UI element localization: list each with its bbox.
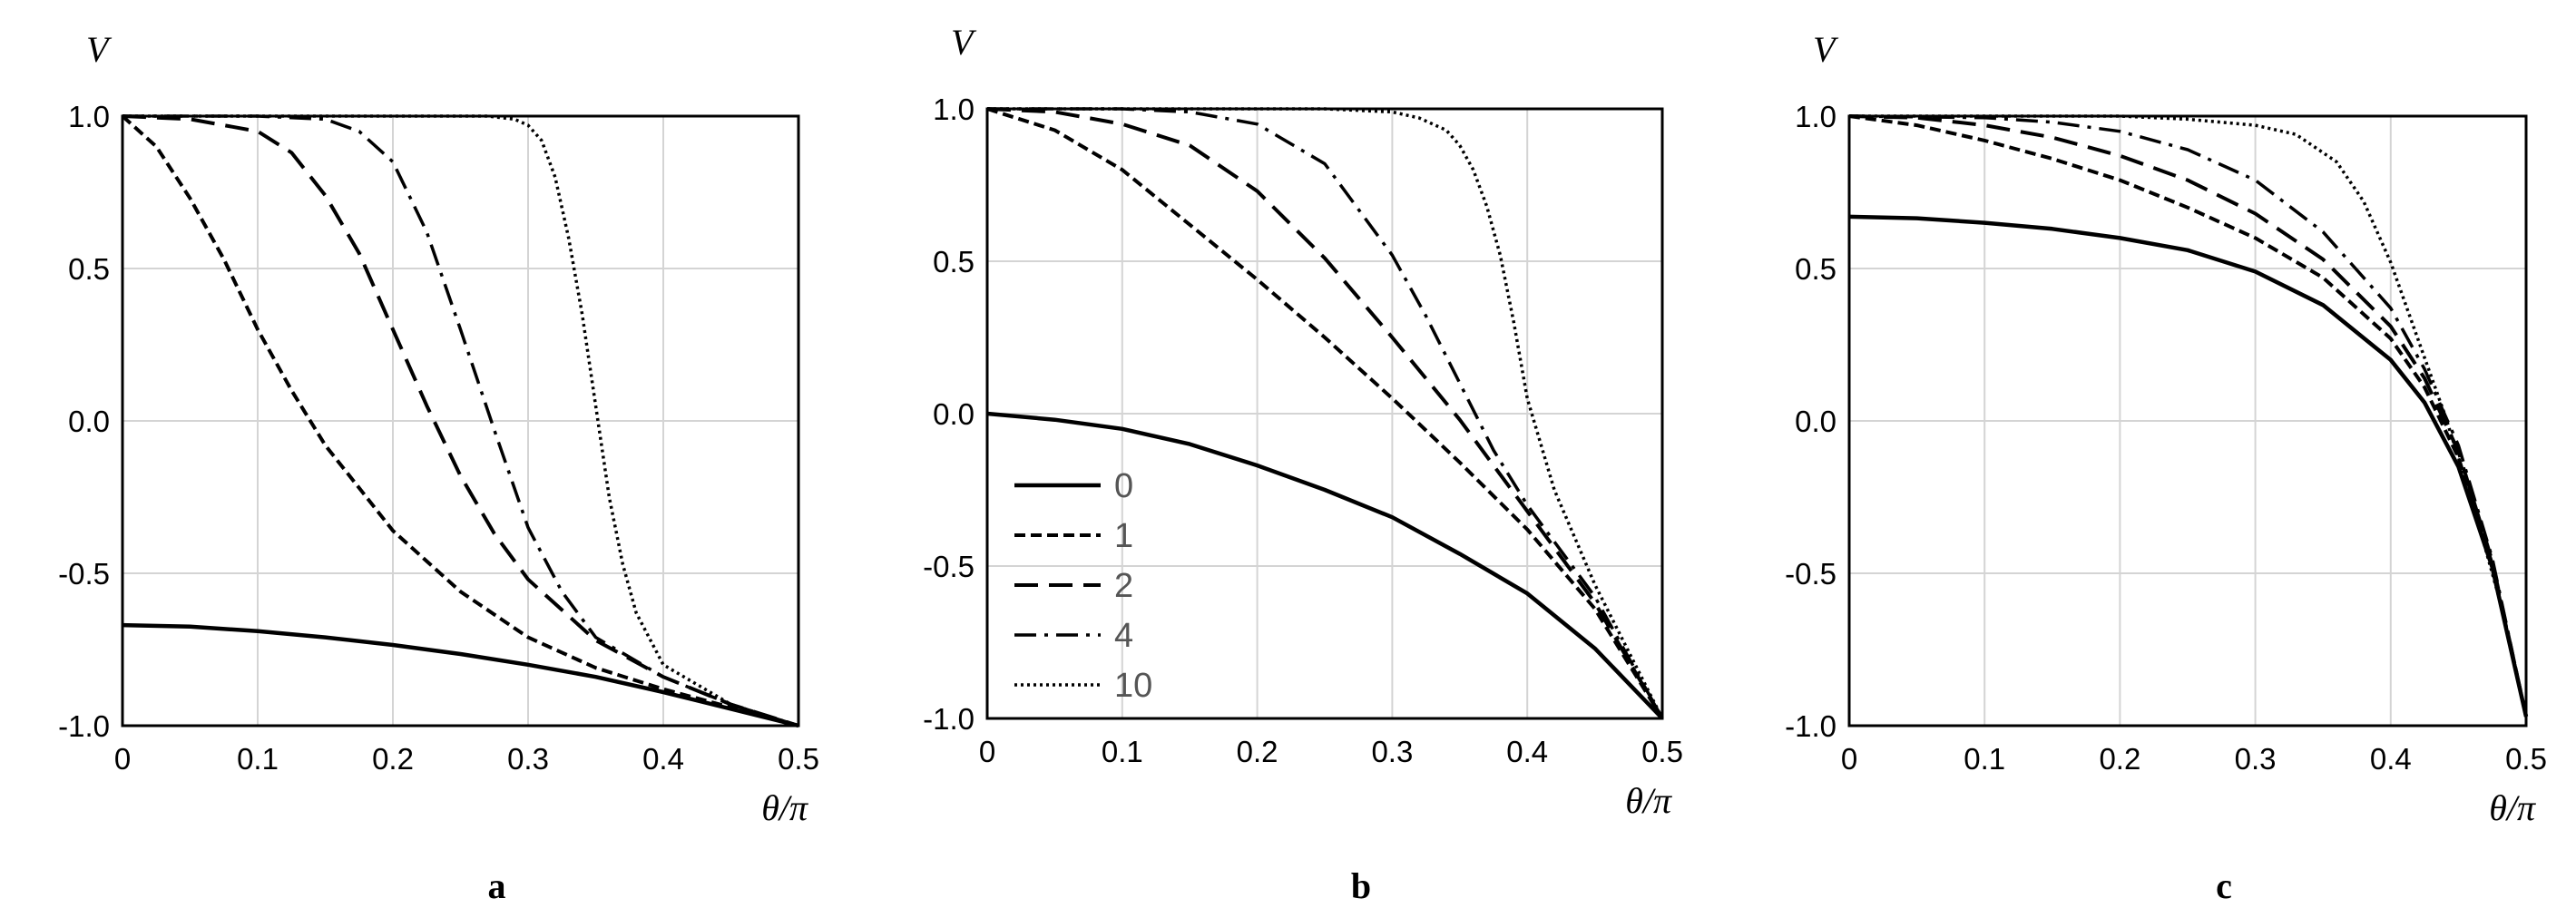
- legend: 0 1 2 4 10: [1014, 467, 1152, 705]
- series-line-2: [1848, 114, 2528, 718]
- series-line-1: [986, 107, 1664, 720]
- x-tick-label: 0.5: [2505, 742, 2547, 776]
- series-line-0: [986, 411, 1664, 720]
- x-tick-label: 0.4: [642, 742, 684, 776]
- y-axis-label: V: [86, 29, 113, 70]
- x-axis-label: θ/π: [761, 787, 808, 828]
- y-tick-label: -1.0: [1785, 709, 1837, 743]
- x-tick-label: 0.3: [2235, 742, 2277, 776]
- y-tick-label: 0.0: [1795, 405, 1837, 438]
- x-tick-label: 0.4: [2370, 742, 2412, 776]
- series-line-10: [122, 114, 799, 728]
- y-tick-label: 1.0: [933, 93, 975, 126]
- x-tick-label: 0.4: [1506, 735, 1548, 768]
- chart-panel-b: 0 0.1 0.2 0.3 0.4 0.5 -1.0 -0.5 0.0 0.5 1.0 Vθ/π b 0 1…: [923, 22, 1683, 906]
- legend-label-0: 0: [1114, 467, 1133, 505]
- y-tick-label: -0.5: [923, 550, 975, 583]
- x-tick-label: 0: [114, 742, 131, 776]
- series-line-1: [1848, 114, 2528, 718]
- x-tick-label: 0.1: [237, 742, 279, 776]
- x-tick-label: 0.3: [507, 742, 549, 776]
- y-tick-label: -1.0: [923, 702, 975, 736]
- series-line-10: [1849, 114, 2528, 718]
- series-line-0: [1848, 214, 2529, 718]
- legend-label-4: 4: [1114, 617, 1133, 655]
- y-tick-label: 0.0: [68, 405, 110, 438]
- chart-panel-a: 0 0.1 0.2 0.3 0.4 0.5 -1.0 -0.5 0.0 0.5 1.0 Vθ/π a: [58, 29, 819, 906]
- plot-frame: [1847, 114, 2528, 728]
- series-line-4: [987, 107, 1664, 719]
- x-tick-label: 0.2: [1237, 735, 1278, 768]
- y-tick-label: -0.5: [1785, 557, 1837, 591]
- x-tick-label: 0.1: [1964, 742, 2005, 776]
- y-tick-label: 0.5: [933, 245, 975, 278]
- y-tick-label: -1.0: [58, 709, 110, 743]
- y-tick-label: 1.0: [68, 100, 110, 133]
- x-tick-label: 0.2: [372, 742, 414, 776]
- panel-label: c: [2216, 865, 2232, 906]
- y-tick-label: -0.5: [58, 557, 110, 591]
- y-tick-label: 0.5: [1795, 252, 1837, 286]
- y-axis-label: V: [951, 22, 977, 63]
- panel-label: b: [1351, 865, 1371, 906]
- chart-panel-c: 0 0.1 0.2 0.3 0.4 0.5 -1.0 -0.5 0.0 0.5 1.0 Vθ/π c: [1785, 29, 2547, 906]
- x-axis-label: θ/π: [2489, 787, 2536, 828]
- legend-label-2: 2: [1114, 567, 1133, 605]
- panel-label: a: [488, 865, 506, 906]
- x-tick-label: 0.2: [2099, 742, 2140, 776]
- y-tick-label: 0.0: [933, 397, 975, 431]
- x-tick-label: 0: [979, 735, 995, 768]
- x-tick-label: 0.3: [1371, 735, 1413, 768]
- series-line-2: [986, 107, 1664, 720]
- series-line-2: [122, 114, 799, 728]
- x-tick-label: 0.5: [778, 742, 819, 776]
- y-tick-label: 0.5: [68, 252, 110, 286]
- legend-label-1: 1: [1114, 517, 1133, 555]
- legend-label-10: 10: [1114, 667, 1152, 705]
- x-tick-label: 0: [1841, 742, 1857, 776]
- y-tick-label: 1.0: [1795, 100, 1837, 133]
- x-axis-label: θ/π: [1625, 780, 1672, 821]
- y-axis-label: V: [1813, 29, 1839, 70]
- x-tick-label: 0.5: [1641, 735, 1683, 768]
- series-line-1: [121, 114, 799, 728]
- x-tick-label: 0.1: [1102, 735, 1143, 768]
- series-line-0: [122, 622, 799, 728]
- series-line-4: [122, 114, 799, 728]
